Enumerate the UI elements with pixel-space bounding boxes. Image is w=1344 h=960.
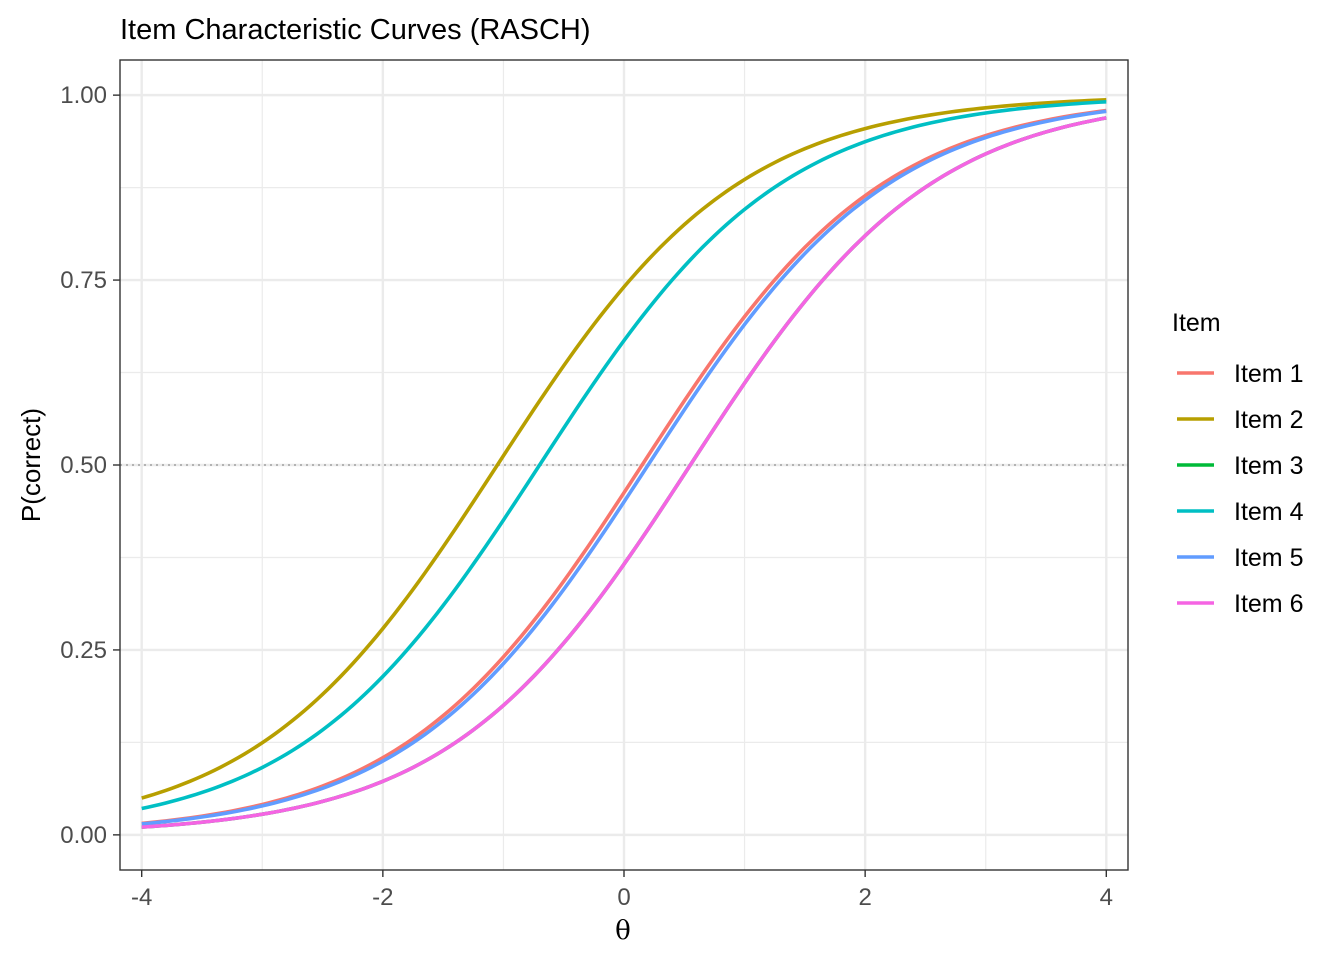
legend-label-item-3: Item 3 <box>1234 452 1303 480</box>
legend-title: Item <box>1172 309 1221 337</box>
legend-label-item-1: Item 1 <box>1234 360 1303 388</box>
y-tick-label: 0.50 <box>60 452 107 479</box>
legend-label-item-6: Item 6 <box>1234 590 1303 618</box>
series-line-item-6 <box>141 116 1107 829</box>
series-line-item-2 <box>141 98 1107 800</box>
chart-title: Item Characteristic Curves (RASCH) <box>120 14 591 46</box>
series-line-item-1 <box>141 108 1107 826</box>
y-tick-label: 1.00 <box>60 82 107 109</box>
x-tick-label: 2 <box>858 884 871 911</box>
legend-label-item-4: Item 4 <box>1234 498 1304 526</box>
x-axis-title: θ <box>615 916 631 946</box>
series-line-item-5 <box>141 109 1107 826</box>
y-axis: 0.00 0.25 0.50 0.75 1.00 <box>60 82 120 849</box>
x-tick-label: -2 <box>372 884 393 911</box>
y-tick-label: 0.75 <box>60 267 107 294</box>
y-axis-title: P(correct) <box>16 408 46 522</box>
x-axis: -4 -2 0 2 4 <box>131 870 1113 911</box>
plot-panel <box>119 59 1129 871</box>
x-tick-label: 0 <box>617 884 630 911</box>
legend: Item Item 1 Item 2 Item 3 Item 4 Item 5 Item … <box>1172 309 1304 618</box>
y-tick-label: 0.00 <box>60 822 107 849</box>
y-tick-label: 0.25 <box>60 637 107 664</box>
series-line-item-4 <box>141 100 1107 811</box>
x-tick-label: 4 <box>1100 884 1113 911</box>
x-tick-label: -4 <box>131 884 152 911</box>
legend-label-item-5: Item 5 <box>1234 544 1303 572</box>
legend-label-item-2: Item 2 <box>1234 406 1303 434</box>
